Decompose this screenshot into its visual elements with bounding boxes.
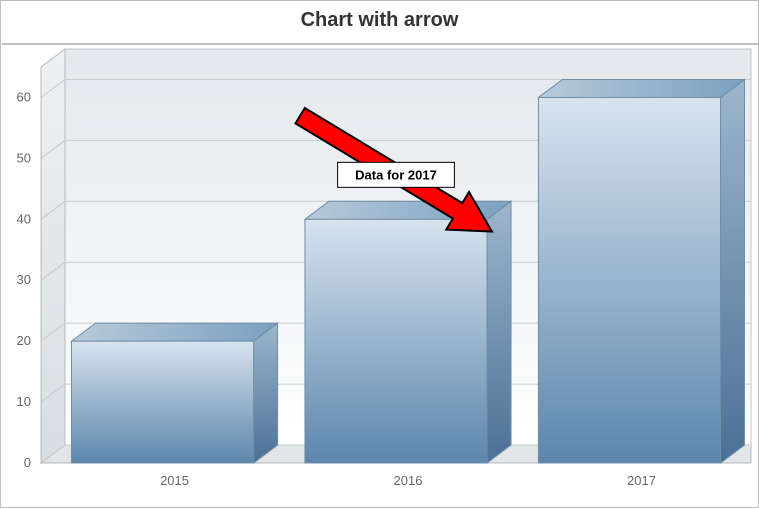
annotation-text: Data for 2017 — [355, 167, 437, 182]
header-separator — [2, 43, 759, 45]
bar-side — [487, 201, 511, 463]
y-tick-label: 0 — [24, 455, 31, 470]
x-tick-label: 2016 — [394, 473, 423, 488]
y-tick-label: 20 — [17, 333, 31, 348]
y-tick-label: 40 — [17, 211, 31, 226]
chart-svg: 0 10 20 30 40 50 60 2015 2016 2017 Data for 2017 — [1, 1, 759, 509]
bar-top — [71, 323, 277, 341]
x-tick-label: 2017 — [627, 473, 656, 488]
side-wall — [41, 49, 65, 463]
x-tick-label: 2015 — [160, 473, 189, 488]
bar-top — [538, 79, 744, 97]
y-tick-label: 50 — [17, 150, 31, 165]
bar-side — [254, 323, 278, 463]
y-tick-label: 30 — [17, 272, 31, 287]
bar-front — [538, 97, 720, 463]
y-tick-label: 10 — [17, 394, 31, 409]
bar-front — [71, 341, 253, 463]
y-tick-label: 60 — [17, 89, 31, 104]
chart-container: Chart with arrow 01020304050602015201620… — [0, 0, 759, 508]
bar-side — [721, 79, 745, 463]
bar-front — [305, 219, 487, 463]
